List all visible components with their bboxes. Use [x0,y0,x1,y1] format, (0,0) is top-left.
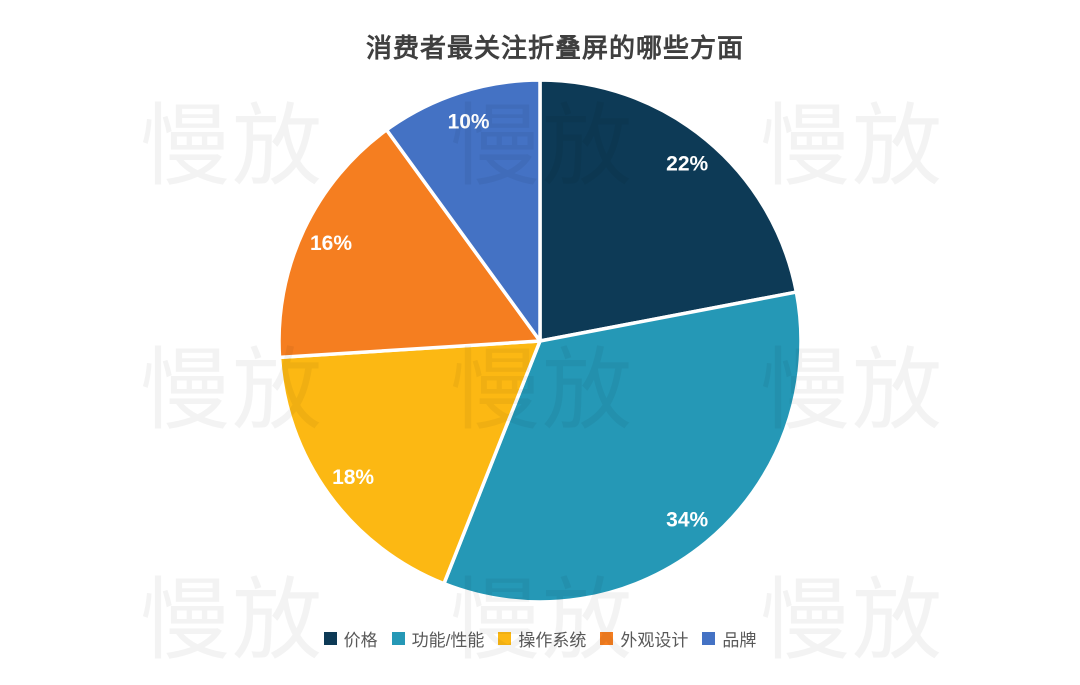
pie-slice-label: 22% [666,152,708,175]
legend-item: 品牌 [702,626,756,651]
pie-slice [538,78,799,343]
legend-swatch [702,632,716,645]
chart-title: 消费者最关注折叠屏的哪些方面 [365,33,744,63]
pie-slice-label: 34% [666,508,708,531]
legend: 价格 功能/性能 操作系统 外观设计 品牌 [0,626,1080,651]
legend-item: 操作系统 [498,626,586,651]
legend-swatch [323,632,337,645]
legend-label: 品牌 [722,631,757,650]
pie-slice [277,128,542,360]
legend-label: 功能/性能 [411,631,485,650]
legend-item: 外观设计 [600,626,688,651]
pie-slice [384,78,542,343]
pie-slice [277,339,542,586]
legend-label: 价格 [343,631,378,650]
legend-swatch [498,632,512,645]
legend-item: 功能/性能 [391,626,485,651]
pie-slice [442,290,803,604]
legend-item: 价格 [323,626,378,651]
legend-swatch [600,632,614,645]
legend-label: 外观设计 [620,631,689,650]
pie-slice-label: 10% [448,111,490,134]
pie-slice-label: 16% [310,232,352,255]
pie-slice-label: 18% [332,466,374,489]
legend-label: 操作系统 [518,631,587,650]
legend-swatch [391,632,405,645]
